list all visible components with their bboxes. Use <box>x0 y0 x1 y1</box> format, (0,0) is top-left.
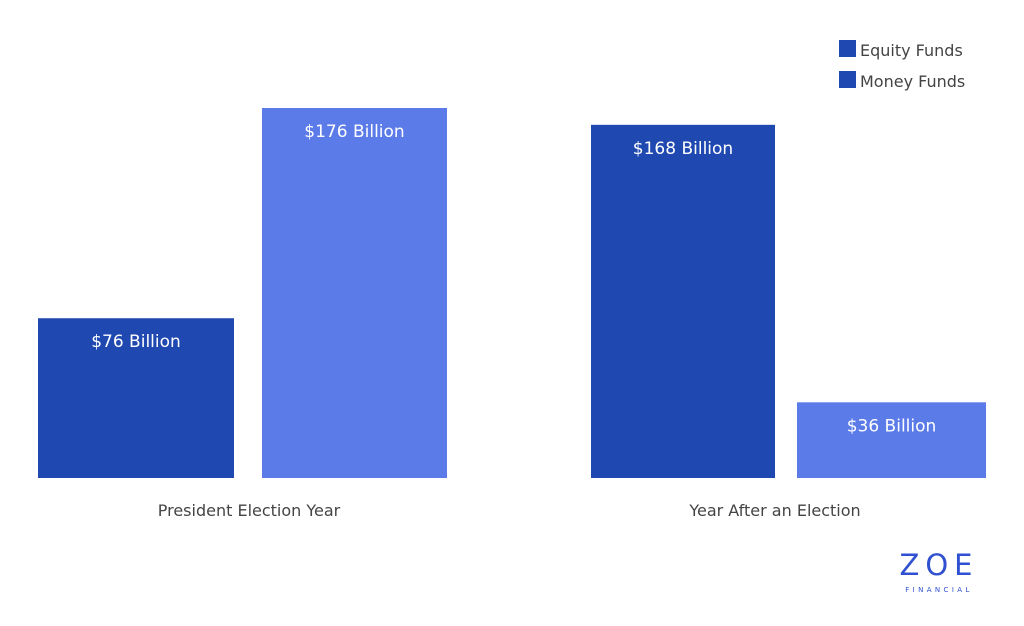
bar-value-label: $176 Billion <box>304 122 404 142</box>
bar-value-label: $36 Billion <box>847 416 937 436</box>
bar-value-label: $168 Billion <box>633 139 733 159</box>
bar-value-label: $76 Billion <box>91 332 181 352</box>
bar-equity-funds-1 <box>38 318 234 478</box>
bars-group <box>38 108 986 479</box>
legend-swatch-money-funds <box>839 71 856 88</box>
bar-labels-group: $76 Billion $176 Billion $168 Billion $36 B… <box>91 122 936 436</box>
category-label: President Election Year <box>158 501 341 520</box>
logo-tagline: FINANCIAL <box>905 586 973 594</box>
category-label: Year After an Election <box>688 501 860 520</box>
logo-wordmark: ZOE <box>899 548 978 582</box>
legend: Equity Funds Money Funds <box>839 40 965 91</box>
zoe-financial-logo: ZOE FINANCIAL <box>899 548 978 594</box>
legend-label-equity-funds: Equity Funds <box>860 41 963 60</box>
bar-money-funds-2 <box>797 402 986 478</box>
legend-swatch-equity-funds <box>839 40 856 57</box>
legend-label-money-funds: Money Funds <box>860 72 965 91</box>
bar-money-funds-1 <box>262 108 447 478</box>
category-labels-group: President Election Year Year After an Ele… <box>158 501 861 520</box>
bar-equity-funds-2 <box>591 124 775 479</box>
